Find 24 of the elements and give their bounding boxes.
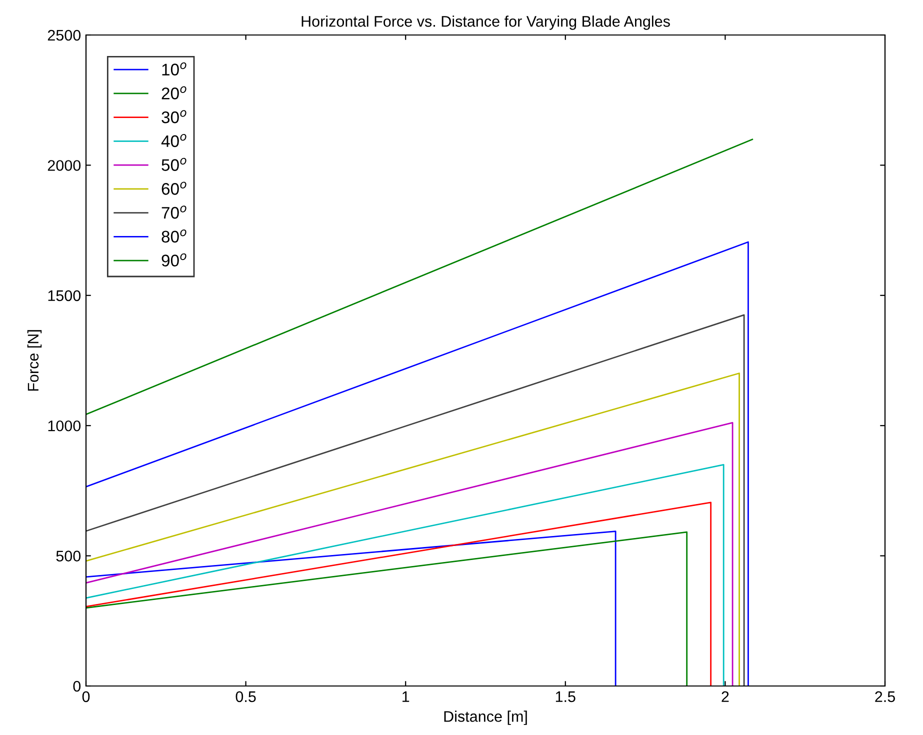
legend-label: 60$^{o}$: [162, 182, 186, 195]
legend-label: 40$^{o}$: [161, 134, 186, 148]
y-axis-title: Force [N]: [27, 330, 42, 391]
legend-label: 90$^{o}$: [162, 253, 186, 266]
legend-label: 10$^{o}$: [162, 62, 186, 76]
legend-label: 70$^{o}$: [162, 206, 186, 219]
legend-label: 20$^{o}$: [162, 86, 186, 100]
legend-label: 50$^{o}$: [162, 158, 186, 171]
y-tick-label: 2000: [48, 160, 81, 171]
y-tick-label: 1500: [48, 290, 81, 302]
y-tick-label: 500: [56, 550, 81, 562]
x-axis-title: Distance [m]: [444, 710, 527, 725]
y-tick-label: 1000: [48, 420, 81, 432]
y-tick-label: 0: [73, 680, 81, 692]
x-tick-label: 0: [82, 691, 90, 702]
x-tick-label: 2: [722, 691, 729, 702]
legend-label: 80$^{o}$: [162, 230, 186, 243]
chart-title: Horizontal Force vs. Distance for Varying Blade Angles: [302, 16, 670, 30]
legend-label: 30$^{o}$: [162, 110, 186, 124]
x-tick-label: 1.5: [556, 691, 576, 702]
x-tick-label: 1: [402, 691, 410, 702]
x-tick-label: 0.5: [236, 691, 256, 702]
x-tick-label: 2.5: [875, 691, 895, 702]
y-tick-label: 2500: [48, 30, 81, 41]
